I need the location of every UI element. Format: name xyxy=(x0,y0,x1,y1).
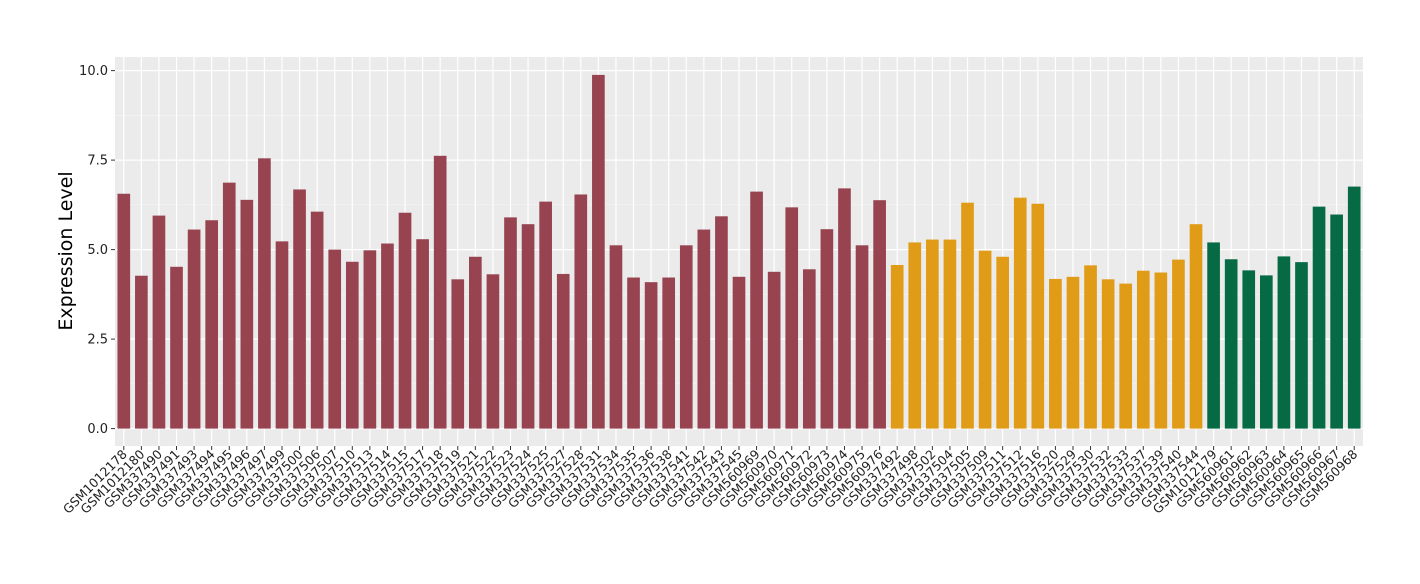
bar xyxy=(381,243,394,429)
bar xyxy=(1224,259,1238,429)
bar xyxy=(275,241,289,429)
bar xyxy=(679,245,693,429)
bar xyxy=(1207,242,1220,429)
bar xyxy=(1277,256,1291,429)
bar xyxy=(328,249,342,429)
bar xyxy=(363,250,377,429)
bars xyxy=(117,74,1361,429)
bar xyxy=(926,239,939,429)
bar xyxy=(1172,259,1185,429)
x-axis: GSM1012178GSM1012180GSM337490GSM337491GS… xyxy=(60,446,1360,517)
bar xyxy=(1066,276,1080,429)
bar xyxy=(416,239,429,429)
bar xyxy=(943,239,957,429)
bar xyxy=(574,194,588,429)
bar xyxy=(767,271,781,429)
bar xyxy=(1259,275,1273,429)
bar xyxy=(504,217,517,429)
y-axis-title: Expression Level xyxy=(55,171,77,330)
bar xyxy=(433,155,447,429)
bar xyxy=(1101,279,1115,429)
y-tick-label: 0.0 xyxy=(87,422,108,437)
bar xyxy=(627,277,640,429)
bar xyxy=(855,245,869,429)
bar xyxy=(890,264,904,429)
bar xyxy=(539,201,552,429)
bar xyxy=(1084,265,1097,429)
y-tick-label: 2.5 xyxy=(87,333,108,348)
bar xyxy=(1154,272,1168,429)
bar xyxy=(451,279,465,429)
bar xyxy=(1189,224,1203,429)
bar xyxy=(961,202,974,429)
bar xyxy=(1295,262,1308,429)
bar xyxy=(556,273,570,429)
y-tick-label: 10.0 xyxy=(79,64,108,79)
bar xyxy=(258,158,271,429)
bar xyxy=(222,182,236,429)
bar xyxy=(1119,283,1133,429)
y-axis: 0.0 2.5 5.0 7.5 10.0 xyxy=(79,64,115,437)
bar xyxy=(1031,203,1045,429)
bar xyxy=(750,191,763,429)
bar xyxy=(469,256,482,429)
bar xyxy=(873,200,886,429)
bar xyxy=(785,207,799,429)
bar xyxy=(838,188,851,429)
bar xyxy=(310,211,324,429)
bar xyxy=(135,275,148,429)
bar xyxy=(908,242,922,429)
bar xyxy=(1312,206,1326,429)
bar xyxy=(715,216,728,429)
bar xyxy=(697,229,711,429)
bar xyxy=(1013,197,1027,429)
y-tick-label: 5.0 xyxy=(87,243,108,258)
bar xyxy=(345,261,359,429)
bar xyxy=(1242,270,1256,429)
bar xyxy=(978,250,992,429)
bar xyxy=(293,189,306,429)
bar xyxy=(205,220,219,429)
bar xyxy=(187,229,201,429)
bar xyxy=(521,224,535,429)
bar xyxy=(240,199,254,429)
bar xyxy=(486,274,500,429)
bar xyxy=(1330,214,1343,429)
bar xyxy=(117,193,131,429)
bar xyxy=(802,269,816,429)
bar xyxy=(996,256,1009,429)
bar xyxy=(170,266,183,429)
bar xyxy=(732,276,746,429)
bar xyxy=(820,229,834,429)
y-tick-label: 7.5 xyxy=(87,154,108,169)
bar xyxy=(152,215,166,429)
bar xyxy=(1049,278,1062,429)
bar xyxy=(1136,270,1150,429)
bar xyxy=(644,282,658,429)
bar xyxy=(662,277,676,429)
bar xyxy=(609,245,623,429)
bar xyxy=(592,74,605,429)
bar xyxy=(1347,186,1361,429)
bar xyxy=(398,212,412,429)
